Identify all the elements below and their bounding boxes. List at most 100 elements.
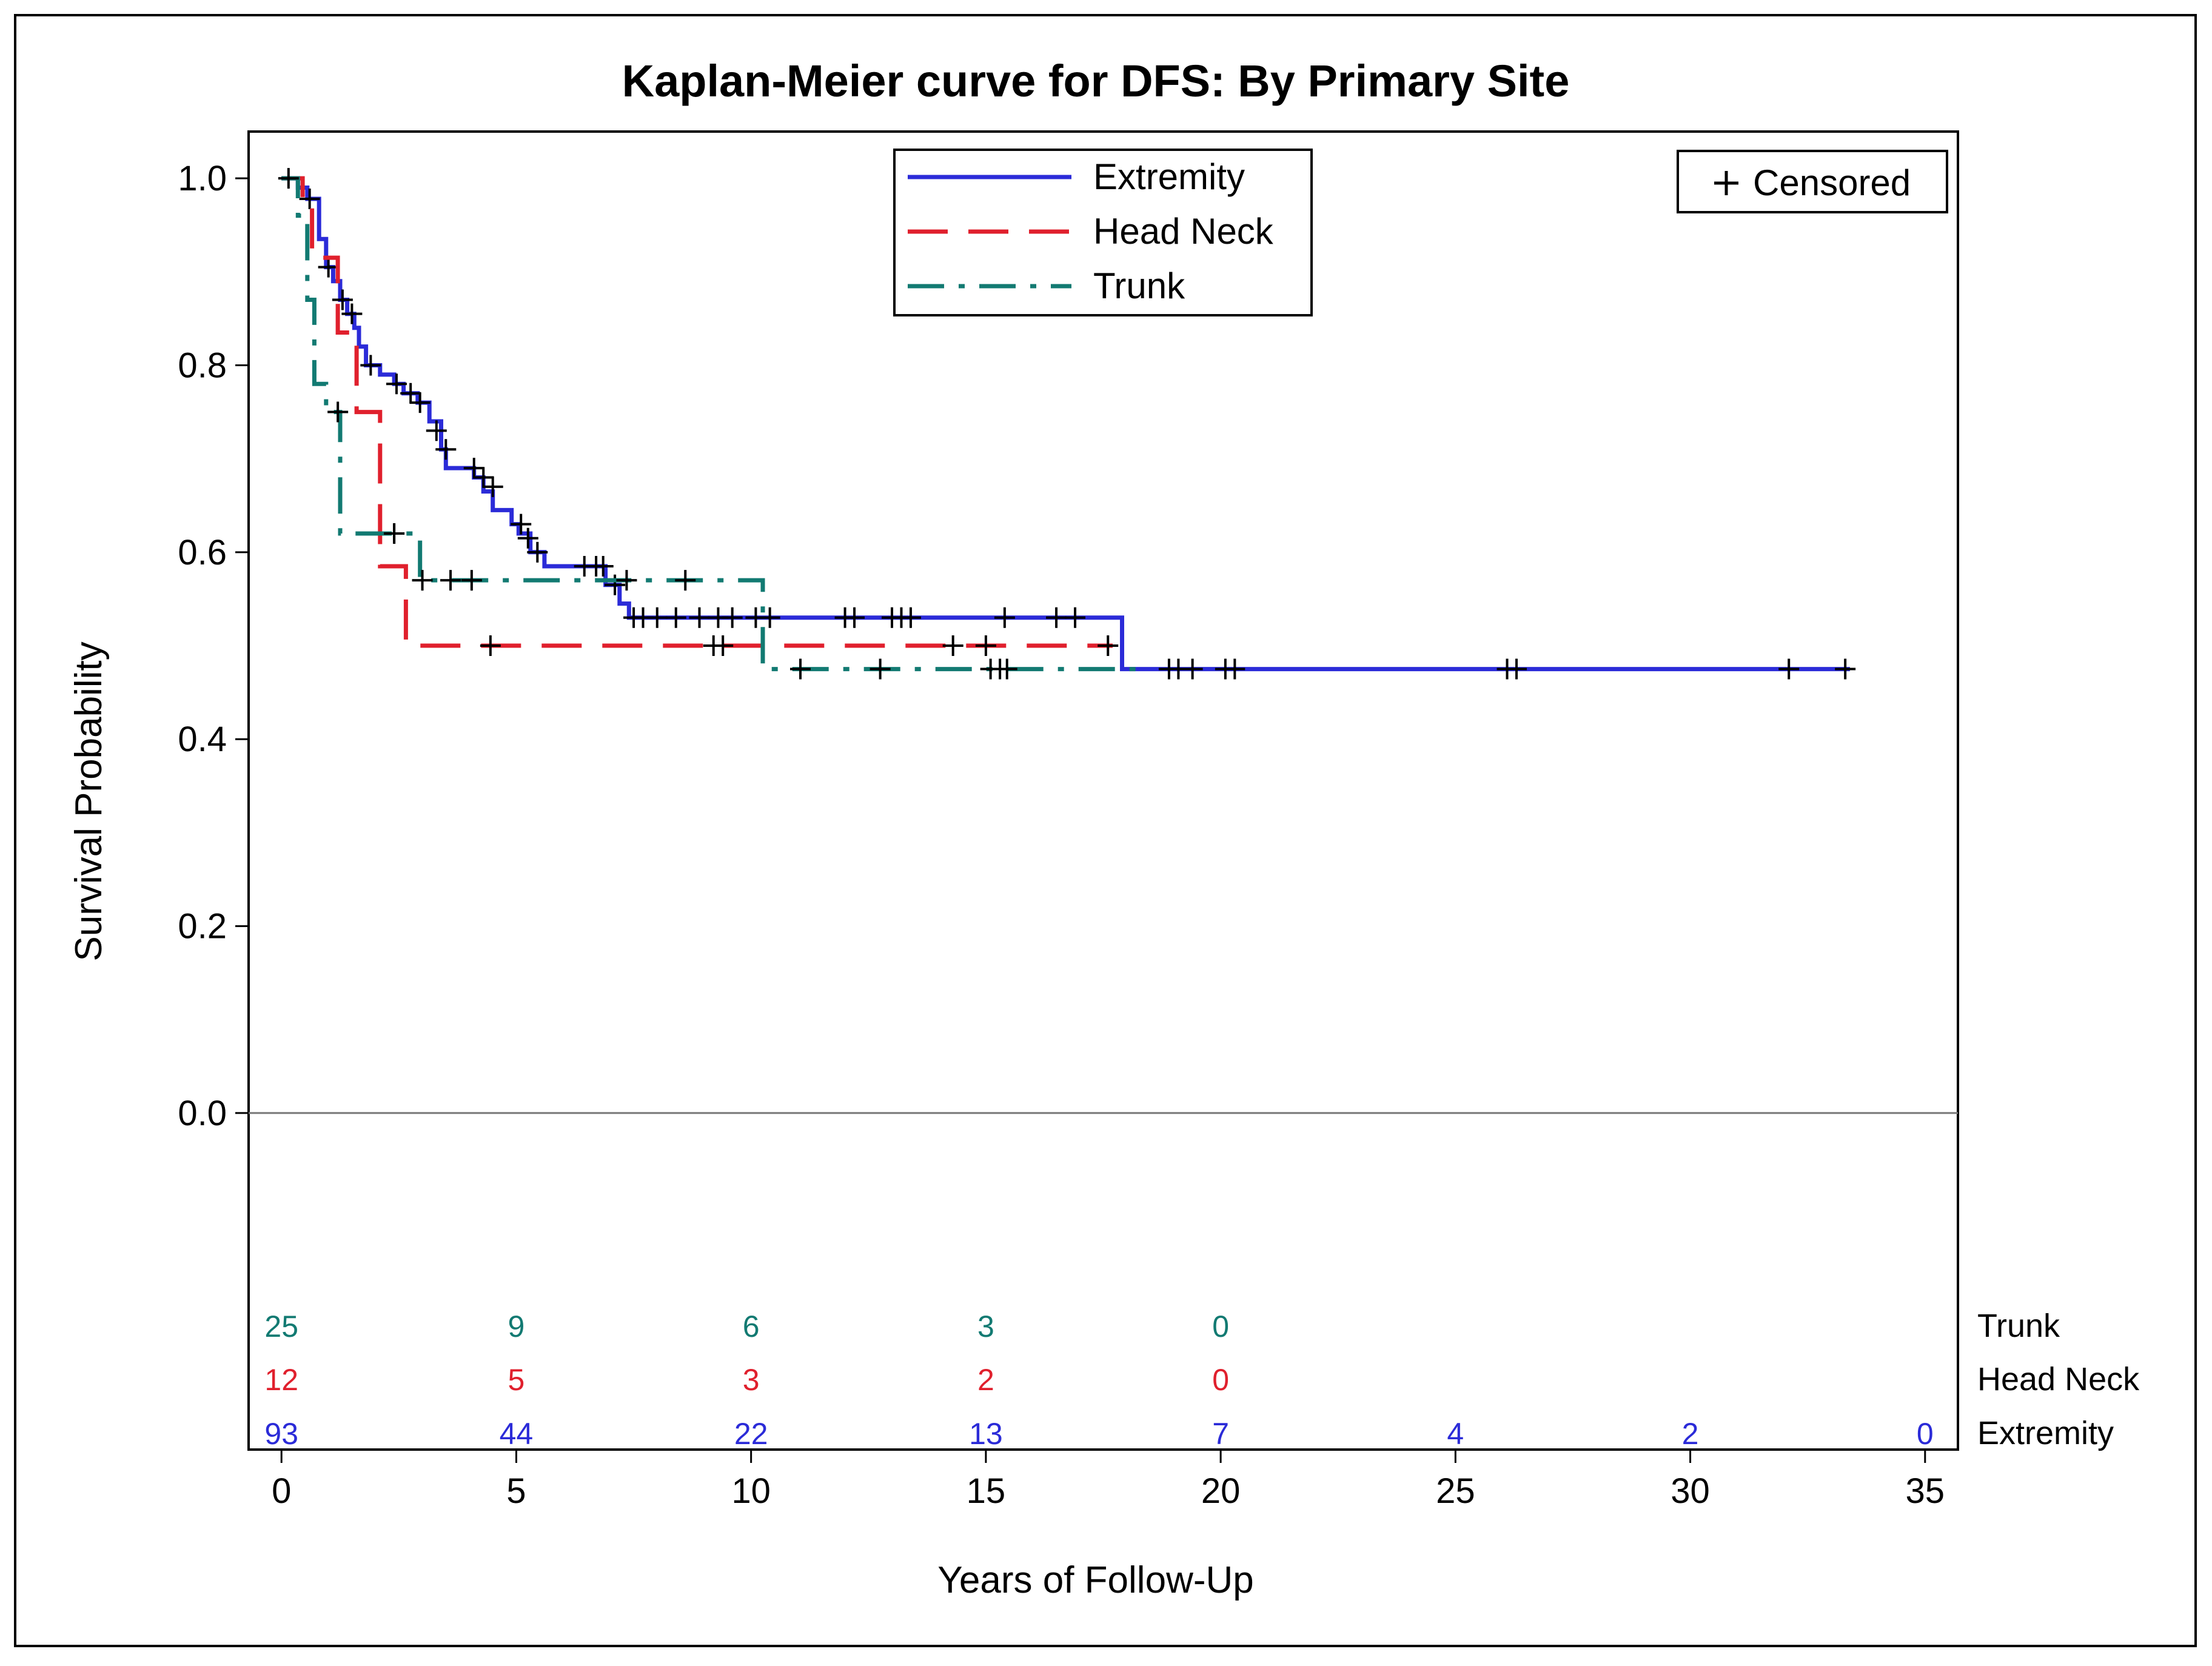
censor-mark-trunk [327,401,349,423]
x-tick-label: 35 [1906,1471,1945,1511]
censor-mark-extremity [299,189,320,210]
censor-mark-extremity [386,373,407,395]
censor-mark-head-neck [975,635,996,657]
censor-mark-extremity [318,256,339,278]
censored-marker-icon [1714,171,1738,195]
censor-mark-extremity [722,607,743,628]
risk-count-extremity: 13 [969,1417,1003,1451]
censor-mark-trunk [278,168,299,189]
risk-count-extremity: 44 [500,1417,534,1451]
y-tick-label: 0.2 [178,907,227,946]
km-curve-head-neck [281,176,1113,648]
censor-mark-trunk [675,570,696,591]
y-tick-label: 1.0 [178,159,227,198]
censor-mark-extremity [463,458,484,479]
censor-mark-extremity [605,574,626,595]
censor-mark-extremity [689,607,710,628]
censor-mark-extremity [527,541,548,563]
censor-mark-extremity [426,420,447,441]
censor-mark-extremity [759,607,780,628]
censor-mark-extremity [592,555,614,577]
censor-mark-extremity [1046,607,1067,628]
risk-count-head-neck: 3 [743,1363,760,1397]
y-axis-label: Survival Probability [68,641,110,961]
censor-mark-trunk [384,523,405,544]
censor-mark-trunk [412,570,433,591]
risk-count-head-neck: 5 [508,1363,525,1397]
chart-title: Kaplan-Meier curve for DFS: By Primary S… [622,56,1570,106]
censor-mark-extremity [994,607,1015,628]
y-tick-label: 0.6 [178,533,227,572]
censor-mark-extremity [341,303,363,324]
x-tick-label: 15 [967,1471,1006,1511]
x-tick-label: 0 [272,1471,291,1511]
risk-count-head-neck: 2 [977,1363,994,1397]
censor-mark-extremity [1778,658,1800,680]
risk-row-label-head-neck: Head Neck [1977,1361,2140,1397]
y-tick-label: 0.0 [178,1094,227,1133]
censor-mark-extremity [511,514,532,535]
risk-count-extremity: 93 [264,1417,298,1451]
legend-label-trunk: Trunk [1093,266,1185,306]
censor-mark-head-neck [942,635,964,657]
censor-mark-extremity [409,392,431,413]
censor-mark-trunk [440,570,461,591]
risk-count-trunk: 9 [508,1310,525,1343]
censor-mark-trunk [996,658,1017,680]
censor-mark-extremity [665,607,686,628]
axes-group: 0.00.20.40.60.81.00 5 10 15 20 25 30 35 [178,159,1945,1511]
x-tick-label: 5 [506,1471,526,1511]
y-tick-label: 0.4 [178,720,227,759]
censor-mark-trunk [461,570,482,591]
censor-mark-trunk [789,658,811,680]
censor-mark-extremity [1182,658,1203,680]
y-tick-label: 0.8 [178,346,227,385]
x-axis-label: Years of Follow-Up [937,1559,1254,1601]
legend-label-head-neck: Head Neck [1093,211,1274,252]
censor-mark-extremity [435,439,457,460]
censor-mark-extremity [900,607,921,628]
risk-count-extremity: 4 [1447,1417,1464,1451]
legend-label-extremity: Extremity [1093,156,1245,197]
censor-mark-head-neck [480,635,501,657]
censored-legend-label: Censored [1753,162,1911,203]
censor-mark-extremity [646,607,668,628]
censor-mark-extremity [360,355,381,376]
censor-mark-extremity [844,607,865,628]
censor-mark-head-neck [712,635,734,657]
x-tick-label: 30 [1671,1471,1710,1511]
censor-mark-extremity [1224,658,1245,680]
series-legend: Extremity Head Neck Trunk [893,149,1313,316]
censor-mark-extremity [473,467,494,488]
censor-mark-extremity [1835,658,1856,680]
risk-count-trunk: 6 [743,1310,760,1343]
censor-mark-head-neck [1098,635,1119,657]
risk-count-trunk: 3 [977,1310,994,1343]
risk-count-extremity: 0 [1917,1417,1934,1451]
risk-count-trunk: 0 [1212,1310,1229,1343]
x-tick-label: 10 [731,1471,771,1511]
x-tick-label: 20 [1201,1471,1241,1511]
censor-mark-extremity [1506,658,1527,680]
censor-mark-extremity [400,383,421,404]
censor-mark-extremity [1065,607,1086,628]
chart-frame: Kaplan-Meier curve for DFS: By Primary S… [14,14,2197,1647]
risk-count-head-neck: 0 [1212,1363,1229,1397]
risk-row-label-trunk: Trunk [1977,1308,2060,1344]
series-group [278,168,1856,680]
x-tick-label: 25 [1436,1471,1475,1511]
risk-row-label-extremity: Extremity [1977,1415,2114,1451]
risk-count-trunk: 25 [264,1310,298,1343]
censor-mark-trunk [870,658,891,680]
risk-count-extremity: 7 [1212,1417,1229,1451]
censor-mark-extremity [332,289,353,310]
risk-table: 25 9 6 3 0 Trunk 12 5 3 2 0 Head Neck 93 44 22 13 7 4 2 0 Ex… [264,1308,2140,1451]
km-chart: Kaplan-Meier curve for DFS: By Primary S… [68,56,2140,1601]
censored-legend: Censored [1677,150,1948,213]
censor-mark-trunk [616,570,637,591]
risk-count-extremity: 2 [1682,1417,1699,1451]
risk-count-extremity: 22 [734,1417,768,1451]
censor-mark-extremity [482,476,503,497]
censor-mark-extremity [517,527,538,549]
risk-count-head-neck: 12 [264,1363,298,1397]
